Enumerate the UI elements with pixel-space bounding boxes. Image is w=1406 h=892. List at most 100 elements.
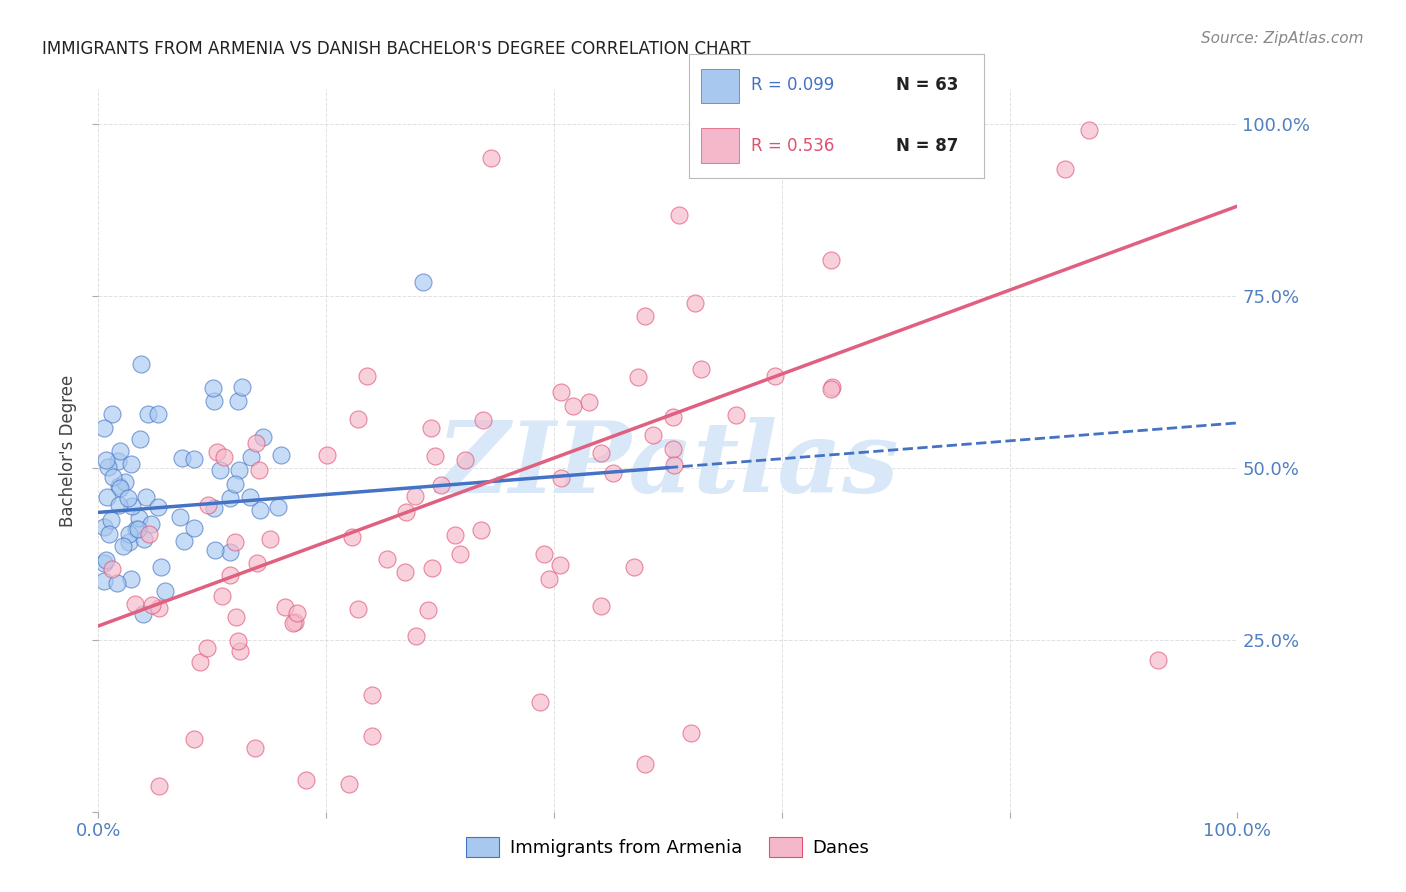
- Point: [252, 430, 274, 444]
- Point: [533, 547, 555, 561]
- Point: [548, 558, 571, 573]
- Point: [561, 400, 583, 414]
- Point: [148, 407, 170, 421]
- Point: [430, 477, 453, 491]
- Point: [211, 589, 233, 603]
- Point: [412, 275, 434, 289]
- Point: [356, 369, 378, 384]
- Point: [226, 393, 249, 408]
- Point: [172, 450, 194, 465]
- Point: [228, 463, 250, 477]
- Point: [679, 725, 702, 739]
- Point: [266, 500, 288, 514]
- Point: [202, 501, 225, 516]
- Point: [96, 452, 118, 467]
- Point: [93, 520, 115, 534]
- Point: [471, 413, 494, 427]
- Point: [578, 395, 600, 409]
- Point: [287, 606, 309, 620]
- Point: [820, 253, 842, 268]
- Point: [668, 208, 690, 222]
- Point: [247, 463, 270, 477]
- FancyBboxPatch shape: [700, 128, 740, 163]
- Point: [97, 460, 120, 475]
- Point: [295, 772, 318, 787]
- Text: R = 0.536: R = 0.536: [751, 137, 834, 155]
- Point: [110, 444, 132, 458]
- Point: [183, 732, 205, 747]
- Point: [634, 756, 657, 771]
- Point: [249, 502, 271, 516]
- Point: [209, 463, 232, 477]
- Point: [470, 523, 492, 537]
- Point: [129, 432, 152, 446]
- Point: [316, 448, 339, 462]
- Point: [404, 489, 426, 503]
- Point: [112, 539, 135, 553]
- Point: [634, 310, 657, 324]
- Point: [202, 394, 225, 409]
- Point: [183, 451, 205, 466]
- Point: [405, 629, 427, 643]
- Point: [141, 599, 163, 613]
- Point: [425, 449, 447, 463]
- Point: [124, 522, 146, 536]
- Point: [190, 655, 212, 669]
- Point: [128, 510, 150, 524]
- Point: [259, 532, 281, 546]
- Point: [231, 379, 253, 393]
- Point: [93, 557, 115, 571]
- Point: [907, 137, 929, 152]
- Point: [135, 490, 157, 504]
- Point: [108, 479, 131, 493]
- Point: [281, 615, 304, 630]
- Point: [550, 385, 572, 400]
- Point: [479, 151, 502, 165]
- Point: [173, 534, 195, 549]
- Point: [821, 380, 844, 394]
- Point: [623, 560, 645, 574]
- Point: [243, 740, 266, 755]
- Text: N = 87: N = 87: [896, 137, 957, 155]
- Point: [395, 505, 418, 519]
- Point: [449, 548, 471, 562]
- Point: [226, 634, 249, 648]
- Point: [136, 408, 159, 422]
- Point: [284, 615, 307, 629]
- Point: [340, 530, 363, 544]
- Point: [148, 779, 170, 793]
- Point: [101, 470, 124, 484]
- Point: [212, 450, 235, 464]
- Point: [183, 520, 205, 534]
- Point: [793, 130, 815, 145]
- Point: [127, 522, 149, 536]
- Point: [150, 560, 173, 574]
- Point: [239, 450, 262, 464]
- Point: [627, 369, 650, 384]
- Point: [418, 603, 440, 617]
- Point: [848, 116, 870, 130]
- Point: [146, 500, 169, 514]
- Point: [550, 471, 572, 485]
- Point: [93, 574, 115, 589]
- Point: [101, 407, 124, 421]
- Point: [105, 576, 128, 591]
- Point: [1053, 162, 1076, 177]
- Point: [347, 412, 370, 426]
- Point: [205, 445, 228, 459]
- Text: ZIPatlas: ZIPatlas: [437, 417, 898, 513]
- Point: [274, 600, 297, 615]
- Point: [129, 357, 152, 371]
- Point: [114, 475, 136, 489]
- Point: [834, 127, 856, 141]
- Point: [375, 552, 398, 566]
- Point: [685, 296, 707, 310]
- Point: [93, 421, 115, 435]
- Point: [690, 362, 713, 376]
- Point: [661, 410, 683, 425]
- Point: [602, 467, 624, 481]
- Point: [662, 442, 685, 456]
- FancyBboxPatch shape: [700, 69, 740, 103]
- Point: [219, 567, 242, 582]
- Text: IMMIGRANTS FROM ARMENIA VS DANISH BACHELOR'S DEGREE CORRELATION CHART: IMMIGRANTS FROM ARMENIA VS DANISH BACHEL…: [42, 40, 751, 58]
